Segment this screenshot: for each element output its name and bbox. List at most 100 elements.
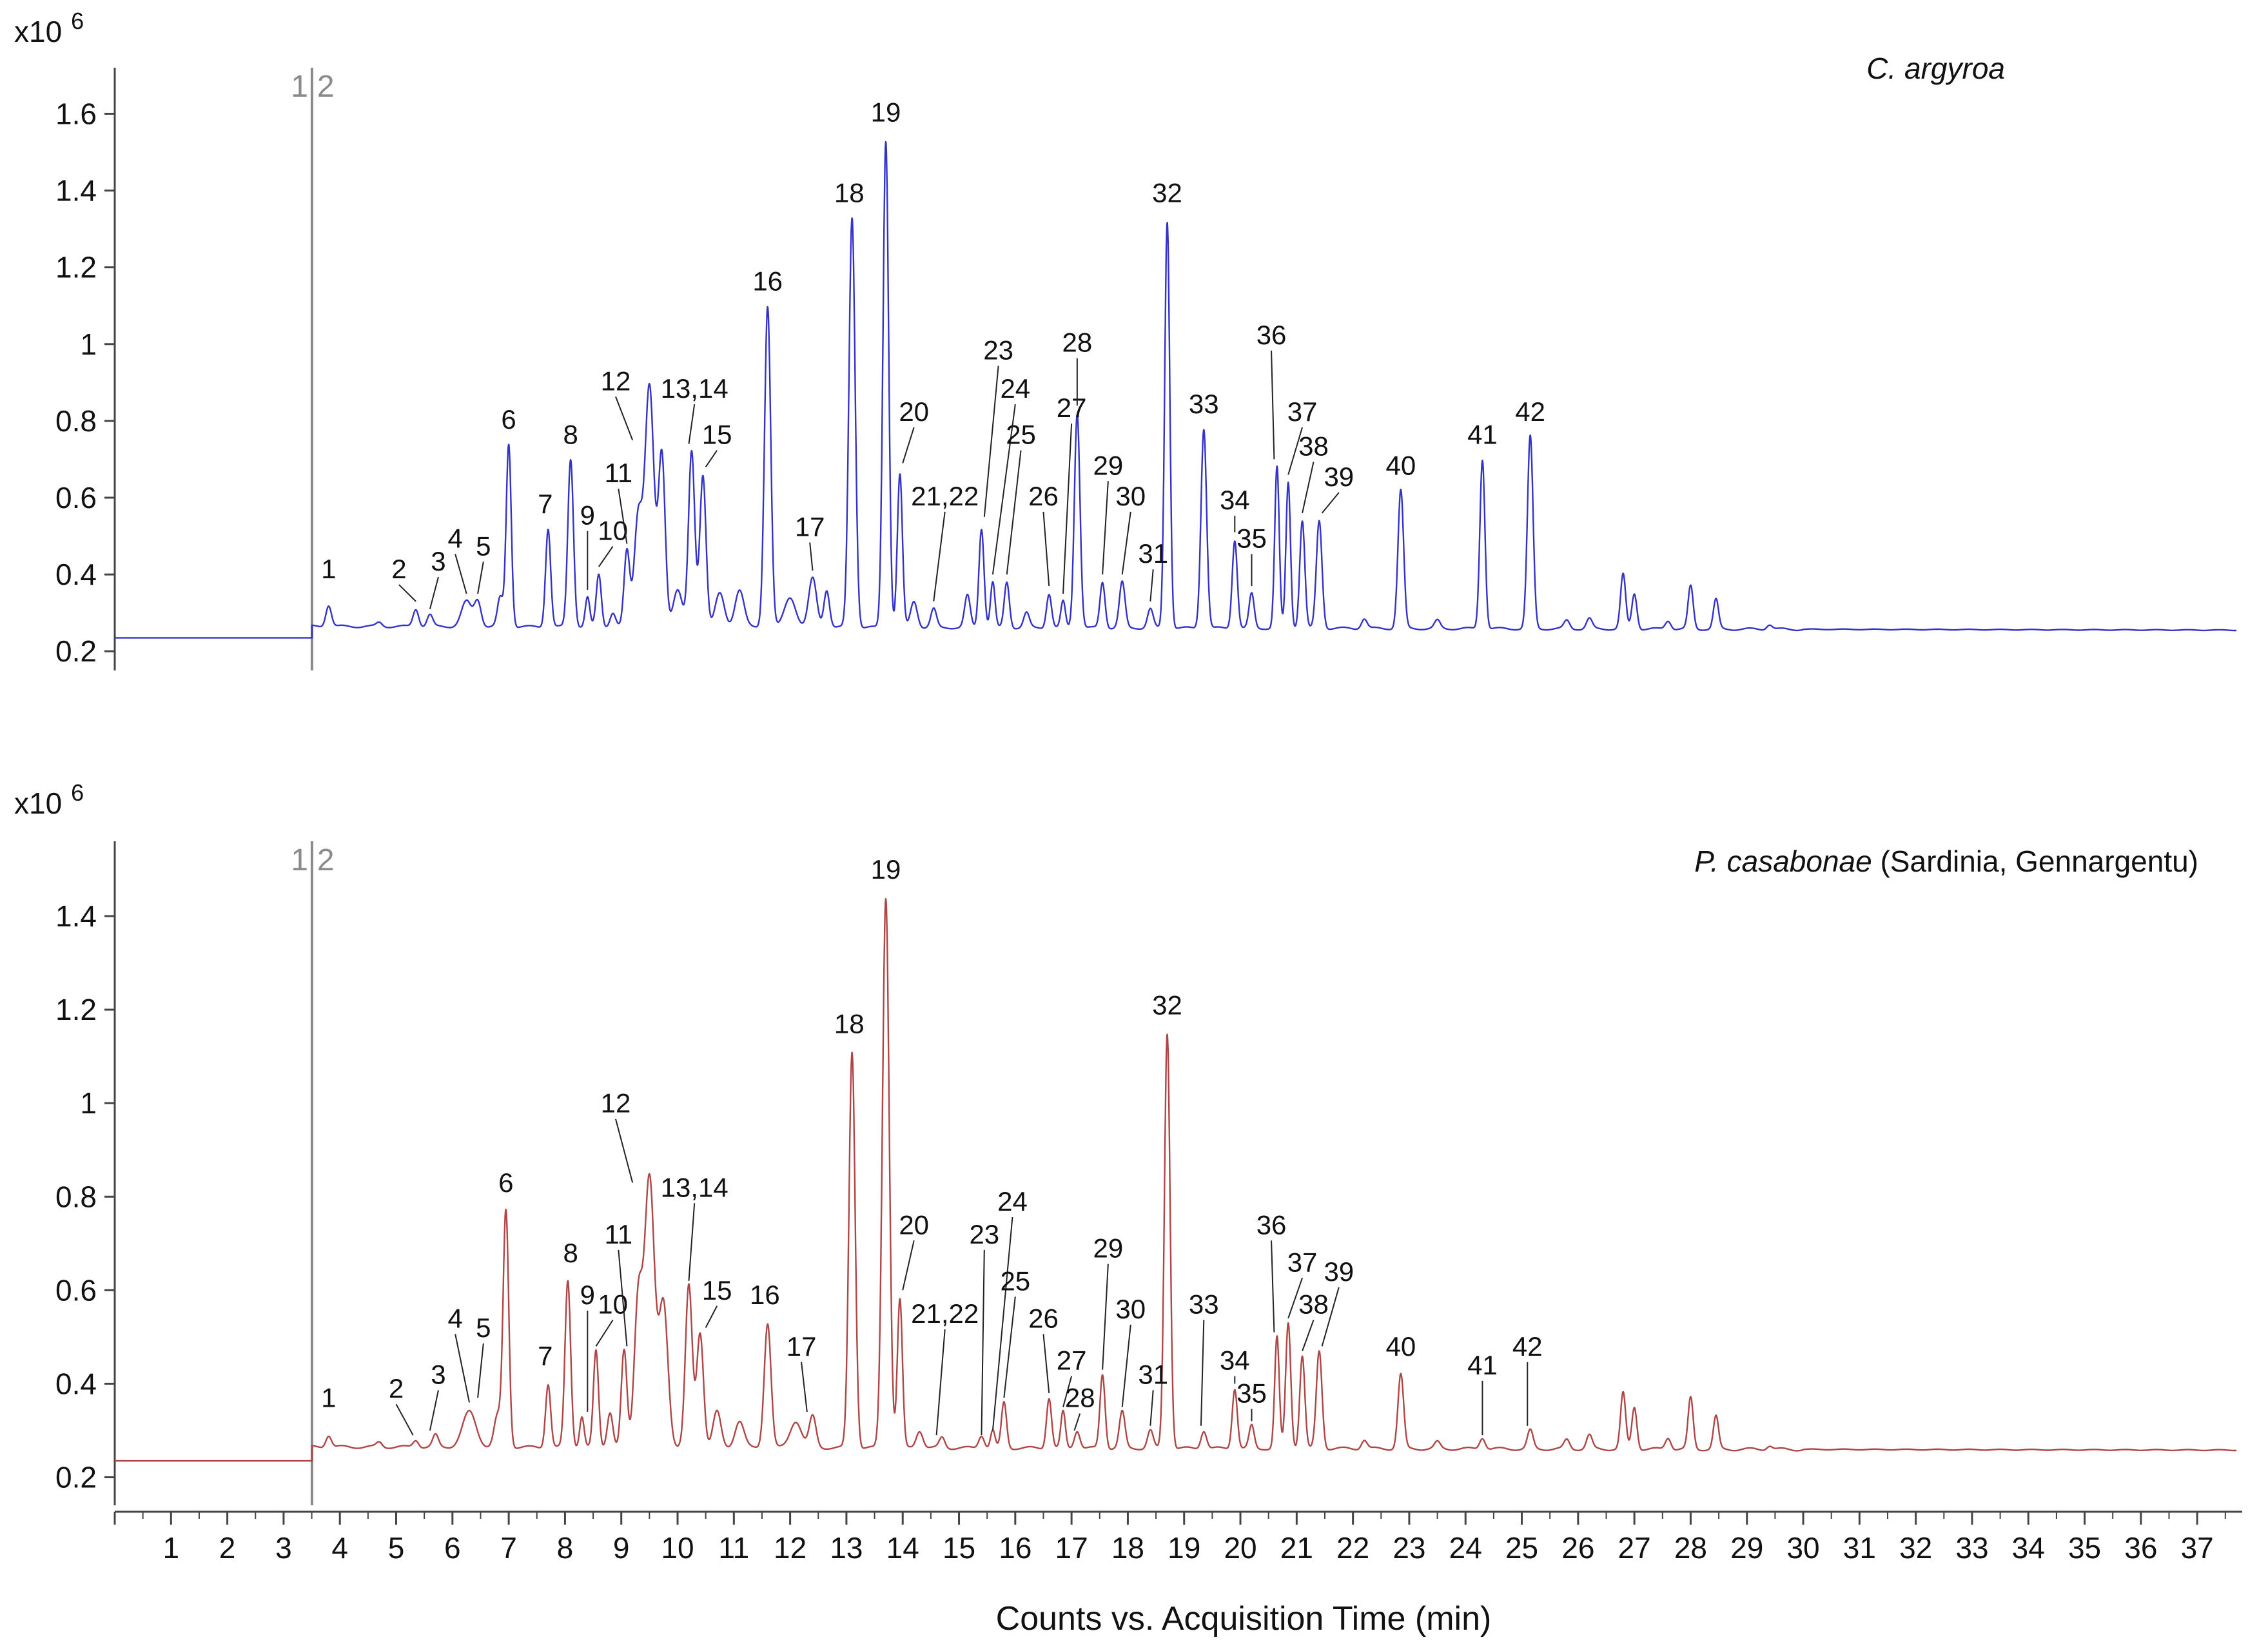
peak-label: 39 (1324, 1256, 1354, 1287)
segment-label-2: 2 (317, 70, 335, 104)
x-tick-label: 28 (1674, 1531, 1707, 1565)
peak-leader-line (1121, 511, 1131, 575)
peak-label: 21,22 (911, 1298, 979, 1329)
peak-label: 2 (391, 554, 406, 584)
peak-label: 39 (1324, 462, 1354, 492)
peak-label: 1 (321, 554, 336, 584)
peak-leader-line (1321, 1287, 1340, 1347)
peak-leader-line (1302, 1320, 1315, 1351)
peak-label: 37 (1287, 1247, 1318, 1277)
y-tick-label: 1 (80, 1086, 97, 1120)
x-tick-label: 29 (1730, 1531, 1763, 1565)
y-tick-label: 0.6 (55, 1273, 97, 1307)
peak-label: 11 (605, 458, 633, 488)
y-tick-label: 0.2 (55, 634, 97, 668)
peak-leader-line (395, 1403, 414, 1436)
y-tick-label: 1.6 (55, 97, 97, 130)
x-tick-label: 22 (1336, 1531, 1369, 1565)
segment-label-2: 2 (317, 843, 335, 877)
peak-leader-line (983, 366, 999, 517)
peak-label: 6 (501, 404, 516, 435)
peak-leader-line (1003, 1296, 1016, 1398)
x-tick-label: 8 (557, 1531, 574, 1565)
peak-label: 7 (538, 489, 552, 519)
peak-label: 17 (795, 512, 825, 542)
peak-label: 5 (476, 531, 491, 561)
peak-label: 23 (969, 1219, 999, 1249)
peak-leader-line (801, 1362, 808, 1412)
peak-label: 27 (1057, 393, 1087, 423)
y-exponent-label: x10 6 (14, 779, 84, 820)
peak-label: 5 (476, 1313, 491, 1343)
x-axis-title: Counts vs. Acquisition Time (min) (996, 1600, 1492, 1637)
peak-label: 25 (1006, 420, 1036, 450)
peak-leader-line (398, 584, 416, 602)
peak-label: 36 (1256, 1209, 1287, 1240)
peak-label: 26 (1028, 1303, 1059, 1333)
x-tick-label: 5 (388, 1531, 405, 1565)
peak-leader-line (477, 1343, 484, 1398)
peak-leader-line (1042, 511, 1050, 587)
peak-label: 41 (1467, 1350, 1498, 1380)
peak-label: 13,14 (661, 1172, 728, 1202)
x-tick-label: 37 (2181, 1531, 2214, 1565)
y-tick-label: 1.2 (55, 993, 97, 1026)
peak-label: 2 (389, 1373, 404, 1403)
peak-label: 3 (431, 1359, 445, 1389)
peak-label: 7 (538, 1340, 552, 1371)
peak-label: 33 (1189, 389, 1219, 419)
peak-label: 16 (752, 266, 783, 296)
peak-leader-line (1149, 569, 1154, 601)
peak-label: 30 (1115, 481, 1146, 511)
peak-label: 13,14 (661, 373, 728, 404)
peak-leader-line (1102, 481, 1109, 575)
peak-label: 31 (1138, 1359, 1168, 1389)
x-tick-label: 1 (163, 1531, 180, 1565)
x-tick-label: 13 (830, 1531, 863, 1565)
x-tick-label: 23 (1393, 1531, 1425, 1565)
peak-label: 12 (601, 1088, 631, 1119)
peak-label: 38 (1298, 1289, 1329, 1320)
chromatogram-trace (115, 141, 2237, 639)
species-title: P. casabonae (Sardinia, Gennargentu) (1694, 845, 2198, 878)
peak-label: 37 (1287, 396, 1318, 427)
peak-leader-line (1006, 450, 1022, 575)
peak-label: 42 (1512, 1331, 1543, 1362)
y-tick-label: 0.6 (55, 481, 97, 514)
peak-leader-line (1287, 1277, 1304, 1319)
x-tick-label: 19 (1168, 1531, 1200, 1565)
peak-label: 35 (1237, 1378, 1267, 1408)
y-exponent-label: x10 6 (14, 8, 84, 48)
x-tick-label: 36 (2124, 1531, 2157, 1565)
peak-label: 18 (834, 177, 865, 208)
peak-leader-line (705, 450, 718, 467)
peak-label: 3 (431, 546, 445, 576)
peak-leader-line (615, 1119, 634, 1183)
peak-label: 29 (1093, 1233, 1124, 1264)
x-tick-label: 4 (331, 1531, 348, 1565)
peak-label: 26 (1028, 481, 1059, 511)
x-tick-label: 35 (2068, 1531, 2101, 1565)
x-tick-label: 14 (886, 1531, 919, 1565)
peak-leader-line (1102, 1264, 1109, 1370)
x-tick-label: 17 (1055, 1531, 1088, 1565)
peak-leader-line (1302, 462, 1315, 514)
peak-label: 19 (871, 97, 901, 127)
peak-label: 4 (447, 523, 462, 553)
peak-label: 38 (1298, 431, 1329, 461)
peak-label: 32 (1152, 990, 1182, 1020)
peak-label: 33 (1189, 1289, 1219, 1320)
chromatogram-trace (115, 898, 2237, 1462)
peak-label: 18 (834, 1008, 865, 1039)
time-axis: 1 2 3 4 5 6 7 8 9 10 11 12 13 14 15 16 17 18 19 20 21 22 23 24 2… (113, 1510, 2242, 1565)
peak-label: 8 (563, 420, 578, 450)
peak-label: 17 (787, 1331, 817, 1362)
peak-leader-line (981, 1249, 985, 1436)
peak-label: 16 (750, 1280, 780, 1310)
peak-label: 23 (983, 335, 1013, 366)
x-tick-label: 31 (1843, 1531, 1876, 1565)
y-tick-label: 0.4 (55, 1367, 97, 1400)
peak-label: 31 (1138, 538, 1168, 569)
